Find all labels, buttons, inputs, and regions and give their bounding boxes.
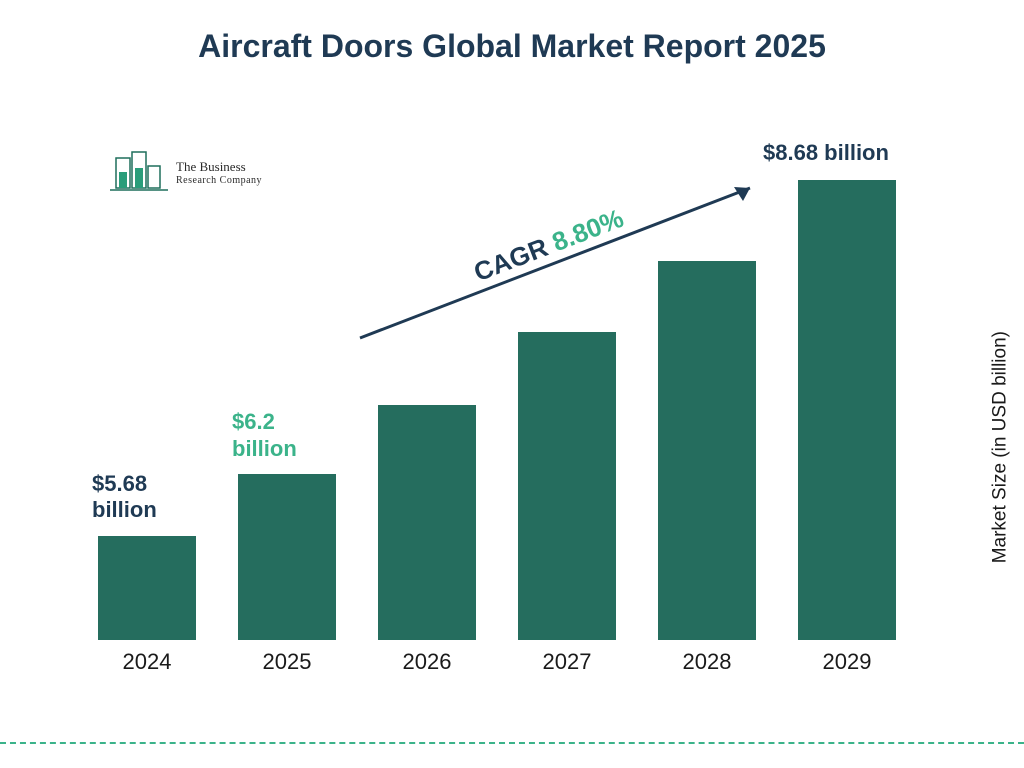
bottom-divider	[0, 742, 1024, 744]
x-axis-label: 2025	[238, 649, 336, 675]
value-label: $5.68billion	[92, 471, 210, 524]
x-axis-label: 2029	[798, 649, 896, 675]
bar	[658, 261, 756, 640]
x-axis-label: 2024	[98, 649, 196, 675]
bar-chart: 2024 2025 2026 2027 2028 2029 $5.68billion $6.2…	[90, 120, 930, 680]
bar	[798, 180, 896, 640]
x-axis-label: 2027	[518, 649, 616, 675]
bar	[518, 332, 616, 640]
value-label: $6.2billion	[232, 409, 350, 462]
bar	[378, 405, 476, 640]
bar	[98, 536, 196, 640]
x-axis-label: 2026	[378, 649, 476, 675]
value-label: $8.68 billion	[763, 140, 933, 166]
x-axis-label: 2028	[658, 649, 756, 675]
y-axis-label: Market Size (in USD billion)	[989, 331, 1011, 563]
chart-title: Aircraft Doors Global Market Report 2025	[0, 28, 1024, 65]
bar	[238, 474, 336, 640]
